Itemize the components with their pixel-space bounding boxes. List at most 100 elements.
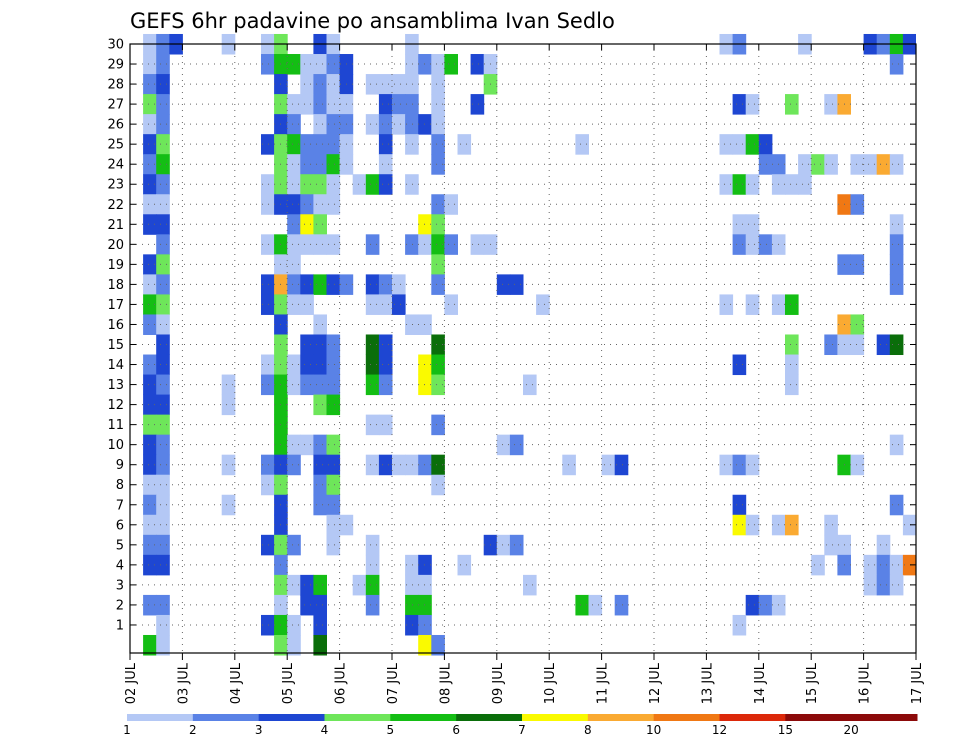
heatmap-cell (745, 594, 760, 616)
heatmap-cell (313, 194, 327, 215)
y-tick-label: 6 (116, 518, 124, 533)
heatmap-cell (313, 334, 327, 356)
heatmap-cell (758, 594, 773, 616)
heatmap-cell (719, 454, 734, 476)
heatmap-cell (811, 154, 825, 175)
heatmap-cell (378, 334, 393, 356)
heatmap-cell (156, 114, 170, 135)
heatmap-cell (431, 254, 445, 275)
y-tick-label: 18 (107, 278, 124, 293)
y-tick-label: 23 (107, 178, 124, 193)
heatmap-cell (496, 534, 511, 556)
heatmap-cell (405, 574, 419, 596)
colorbar-swatch (127, 714, 194, 721)
heatmap-cell (326, 134, 341, 155)
heatmap-cell (431, 234, 445, 255)
heatmap-cell (300, 174, 314, 195)
heatmap-cell (745, 454, 760, 476)
heatmap-cell (143, 514, 157, 536)
colorbar-swatch (456, 714, 523, 721)
heatmap-cell (365, 334, 380, 356)
heatmap-cell (287, 574, 301, 596)
heatmap-cell (300, 574, 314, 596)
heatmap-cell (496, 434, 511, 456)
heatmap-cell (143, 114, 157, 135)
heatmap-cell (365, 374, 380, 396)
y-axis: 1234567891011121314151617181920212223242… (107, 38, 916, 633)
heatmap-cell (431, 634, 445, 656)
heatmap-cell (326, 194, 341, 215)
heatmap-cell (221, 394, 236, 416)
y-tick-label: 27 (107, 98, 124, 113)
heatmap-cell (143, 314, 157, 335)
heatmap-cell (221, 494, 236, 516)
y-tick-label: 14 (107, 358, 124, 373)
heatmap-cell (889, 274, 904, 295)
plot-frame (129, 43, 917, 654)
heatmap-cell (614, 594, 629, 616)
heatmap-cell (300, 94, 314, 115)
heatmap-cell (300, 294, 314, 315)
heatmap-cell (326, 534, 341, 556)
heatmap-cell (326, 114, 341, 135)
y-tick-label: 28 (107, 78, 124, 93)
x-axis: 02 JUL 03 JUL 04 JUL 05 JUL 06 JUL 07 JUL 08 J… (124, 44, 925, 704)
heatmap-cell (889, 574, 904, 596)
heatmap-cell (143, 434, 157, 456)
heatmap-cell (470, 54, 485, 75)
heatmap-cell (287, 374, 301, 396)
heatmap-cell (313, 354, 327, 376)
heatmap-cell (863, 554, 878, 576)
heatmap-cell (261, 374, 275, 396)
heatmap-cell (824, 534, 838, 556)
heatmap-cell (326, 494, 341, 516)
x-tick-label: 09 JUL (491, 662, 506, 704)
heatmap-cell (300, 54, 314, 75)
heatmap-cell (300, 194, 314, 215)
heatmap-cell (378, 74, 393, 95)
heatmap-cell (392, 274, 406, 295)
heatmap-cell (470, 94, 485, 115)
heatmap-cell (156, 434, 170, 456)
heatmap-cell (431, 74, 445, 95)
heatmap-cell (156, 194, 170, 215)
colorbar-swatch (719, 714, 786, 721)
heatmap-cell (143, 474, 157, 496)
heatmap-cell (405, 54, 419, 75)
heatmap-cell (313, 234, 327, 255)
heatmap-cell (287, 174, 301, 195)
heatmap-cell (392, 114, 406, 135)
heatmap-cell (156, 274, 170, 295)
heatmap-cell (143, 154, 157, 175)
heatmap-cell (509, 434, 524, 456)
heatmap-cell (261, 534, 275, 556)
heatmap-cell (392, 74, 406, 95)
heatmap-cell (287, 614, 301, 636)
heatmap-cell (889, 494, 904, 516)
heatmap-cell (313, 494, 327, 516)
x-tick-label: 08 JUL (438, 662, 453, 704)
heatmap-cell (876, 554, 891, 576)
heatmap-cell (326, 74, 341, 95)
heatmap-cell (405, 234, 419, 255)
heatmap-cell (745, 94, 760, 115)
heatmap-cell (300, 434, 314, 456)
heatmap-cell (365, 534, 380, 556)
heatmap-cell (889, 254, 904, 275)
heatmap-cell (313, 54, 327, 75)
heatmap-cell (365, 454, 380, 476)
x-tick-label: 02 JUL (124, 662, 139, 704)
heatmap-cell (405, 94, 419, 115)
heatmap-cell (732, 174, 747, 195)
heatmap-cell (287, 94, 301, 115)
heatmap-cell (785, 514, 799, 536)
x-tick-label: 12 JUL (648, 662, 663, 704)
heatmap-cell (378, 274, 393, 295)
heatmap-cell (431, 54, 445, 75)
colorbar-swatch (785, 714, 918, 721)
heatmap-cell (156, 174, 170, 195)
heatmap-cell (785, 374, 799, 396)
heatmap-cell (785, 174, 799, 195)
heatmap-cell (143, 494, 157, 516)
heatmap-cell (143, 594, 157, 616)
